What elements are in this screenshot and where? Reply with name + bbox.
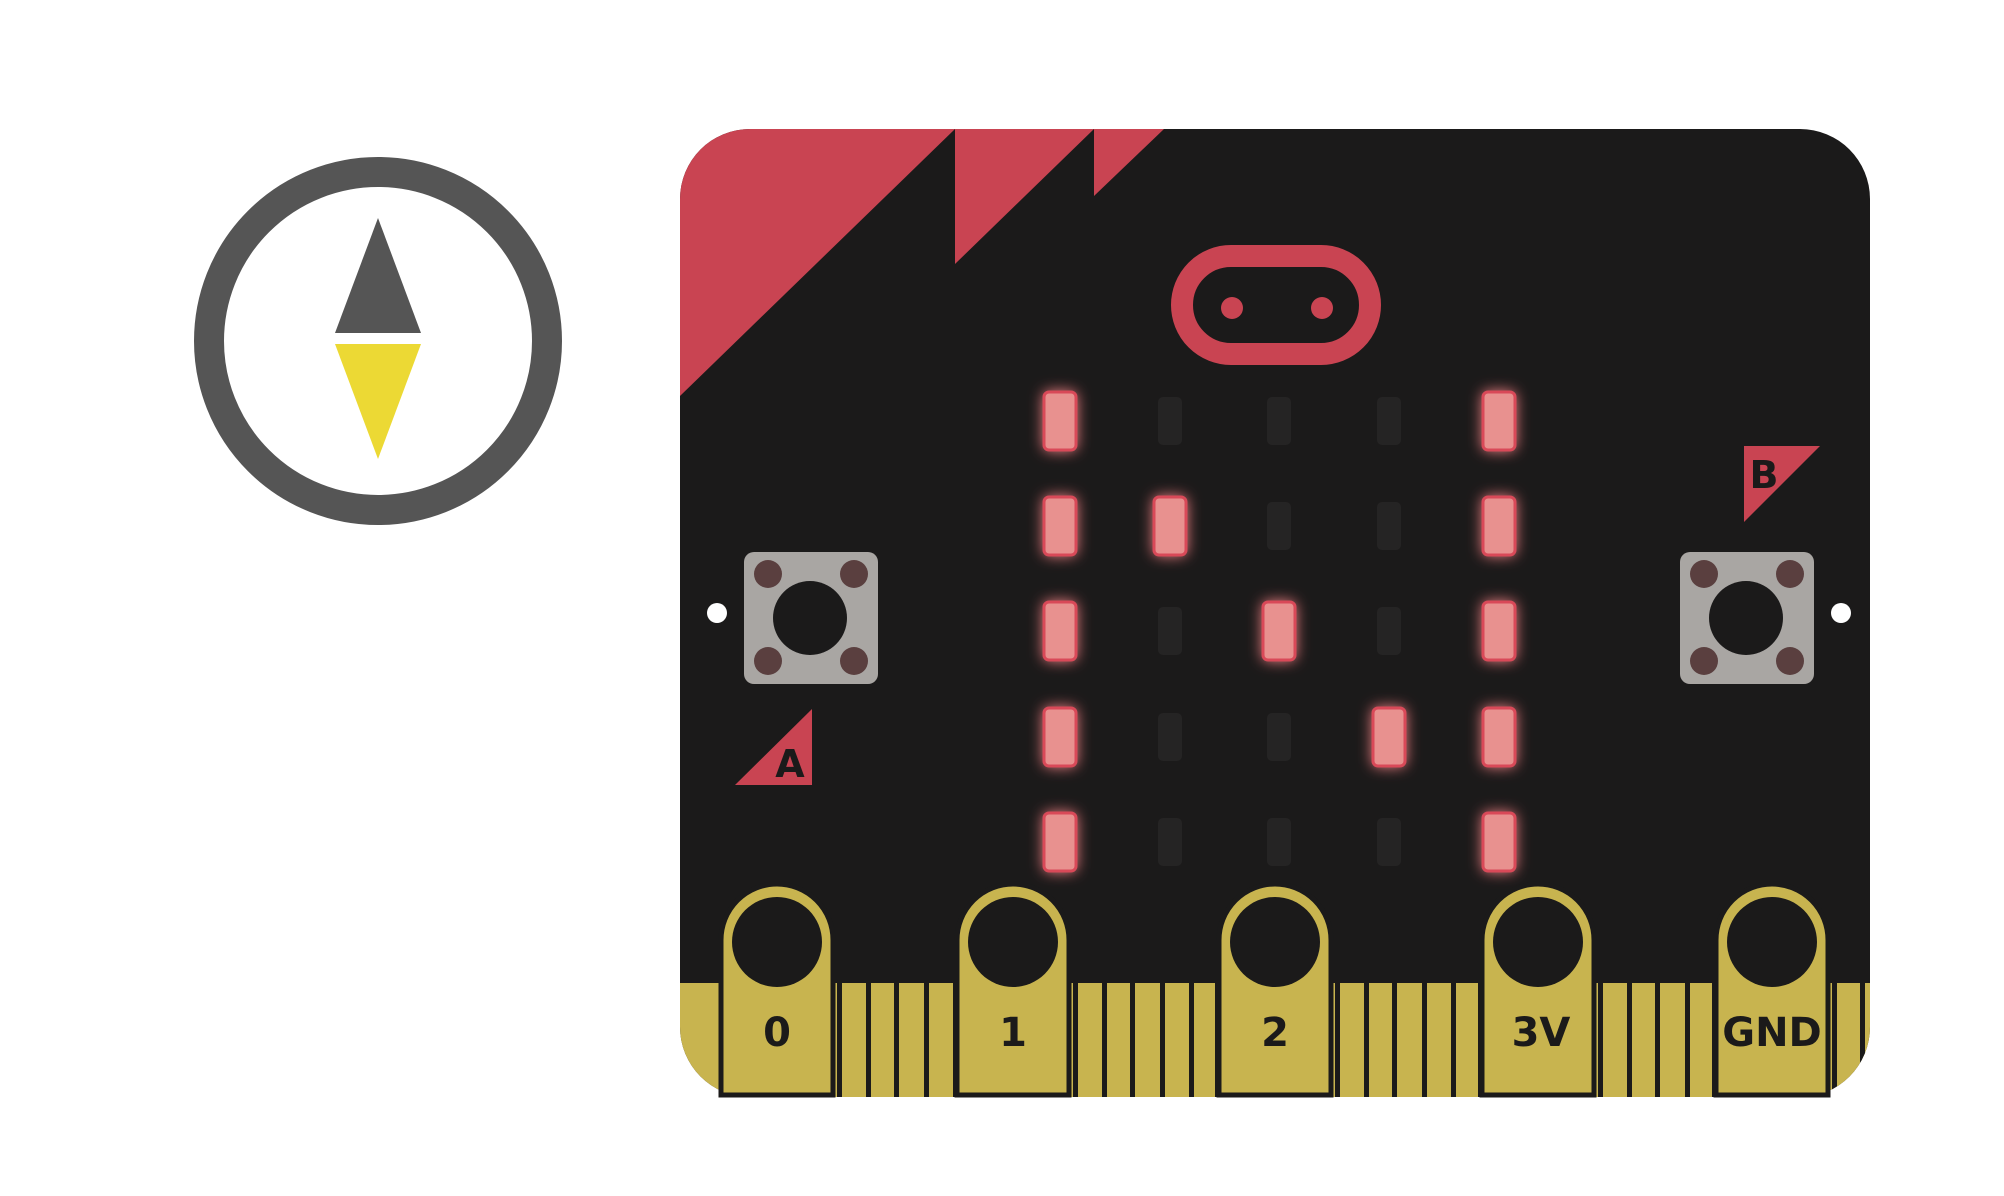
connector-gap-8 — [1130, 983, 1135, 1097]
pin-2[interactable]: 2 — [1216, 881, 1334, 1098]
connector-gap-19 — [1627, 983, 1632, 1097]
microbit-board: A B 0 1 — [680, 129, 1870, 1098]
stripe-small — [1094, 129, 1164, 196]
button-a-label: A — [775, 742, 805, 786]
connector-gap-10 — [1189, 983, 1194, 1097]
led-r5-c3 — [1267, 818, 1291, 866]
compass-icon — [194, 157, 562, 525]
led-r1-c1 — [1042, 390, 1078, 452]
pin-gnd-label: GND — [1722, 1010, 1822, 1056]
connector-gap-3 — [894, 983, 899, 1097]
button-b-hole — [1831, 603, 1851, 623]
stripe-middle — [955, 129, 1094, 264]
pin-1-label: 1 — [999, 1010, 1027, 1056]
led-r4-c3 — [1267, 713, 1291, 761]
led-r3-c3 — [1261, 600, 1297, 662]
connector-gap-4 — [924, 983, 929, 1097]
led-r5-c4 — [1377, 818, 1401, 866]
button-b-marker: B — [1744, 446, 1820, 522]
stripe-large — [680, 129, 955, 396]
connector-gap-23 — [1832, 983, 1837, 1097]
button-a-hole — [707, 603, 727, 623]
led-r1-c5 — [1481, 390, 1517, 452]
led-r1-c3 — [1267, 397, 1291, 445]
led-r3-c5 — [1481, 600, 1517, 662]
led-r2-c4 — [1377, 502, 1401, 550]
pin-3v-label: 3V — [1512, 1010, 1571, 1056]
led-r2-c3 — [1267, 502, 1291, 550]
compass-north-needle — [335, 218, 421, 333]
led-r5-c2 — [1158, 818, 1182, 866]
led-r4-c1 — [1042, 706, 1078, 768]
led-r5-c1 — [1042, 811, 1078, 873]
pin-3v-hole — [1493, 897, 1583, 987]
button-b[interactable] — [1680, 552, 1814, 684]
led-r3-c2 — [1158, 607, 1182, 655]
connector-gap-18 — [1598, 983, 1603, 1097]
connector-gap-1 — [837, 983, 842, 1097]
microbit-logo-icon — [1171, 245, 1381, 365]
connector-gap-21 — [1685, 983, 1690, 1097]
connector-gap-13 — [1364, 983, 1369, 1097]
pin-0-hole — [732, 897, 822, 987]
connector-gap-7 — [1102, 983, 1107, 1097]
connector-gap-24 — [1860, 983, 1865, 1097]
pin-3v[interactable]: 3V — [1479, 881, 1597, 1098]
connector-gap-12 — [1335, 983, 1340, 1097]
connector-gap-14 — [1392, 983, 1397, 1097]
led-r5-c5 — [1481, 811, 1517, 873]
led-r1-c4 — [1377, 397, 1401, 445]
connector-gap-9 — [1160, 983, 1165, 1097]
led-r3-c4 — [1377, 607, 1401, 655]
pin-2-label: 2 — [1261, 1010, 1289, 1056]
led-r4-c2 — [1158, 713, 1182, 761]
pin-1-hole — [968, 897, 1058, 987]
compass-south-needle — [335, 344, 421, 459]
connector-gap-20 — [1655, 983, 1660, 1097]
pin-0-label: 0 — [763, 1010, 791, 1056]
led-r3-c1 — [1042, 600, 1078, 662]
pin-2-hole — [1230, 897, 1320, 987]
led-matrix — [1042, 390, 1517, 873]
connector-gap-15 — [1422, 983, 1427, 1097]
board-stripes — [680, 129, 1164, 396]
button-b-label: B — [1750, 453, 1779, 497]
led-r2-c5 — [1481, 495, 1517, 557]
compass-ring — [194, 157, 562, 525]
connector-gap-2 — [866, 983, 871, 1097]
button-a-marker: A — [735, 709, 812, 786]
connector-gap-16 — [1451, 983, 1456, 1097]
button-a[interactable] — [744, 552, 878, 684]
pin-0[interactable]: 0 — [718, 881, 836, 1098]
led-r2-c2 — [1152, 495, 1188, 557]
pin-1[interactable]: 1 — [954, 881, 1072, 1098]
led-r2-c1 — [1042, 495, 1078, 557]
connector-gap-6 — [1073, 983, 1078, 1097]
pin-gnd-hole — [1727, 897, 1817, 987]
led-r1-c2 — [1158, 397, 1182, 445]
led-r4-c4 — [1371, 706, 1407, 768]
pin-gnd[interactable]: GND — [1713, 881, 1831, 1098]
led-r4-c5 — [1481, 706, 1517, 768]
